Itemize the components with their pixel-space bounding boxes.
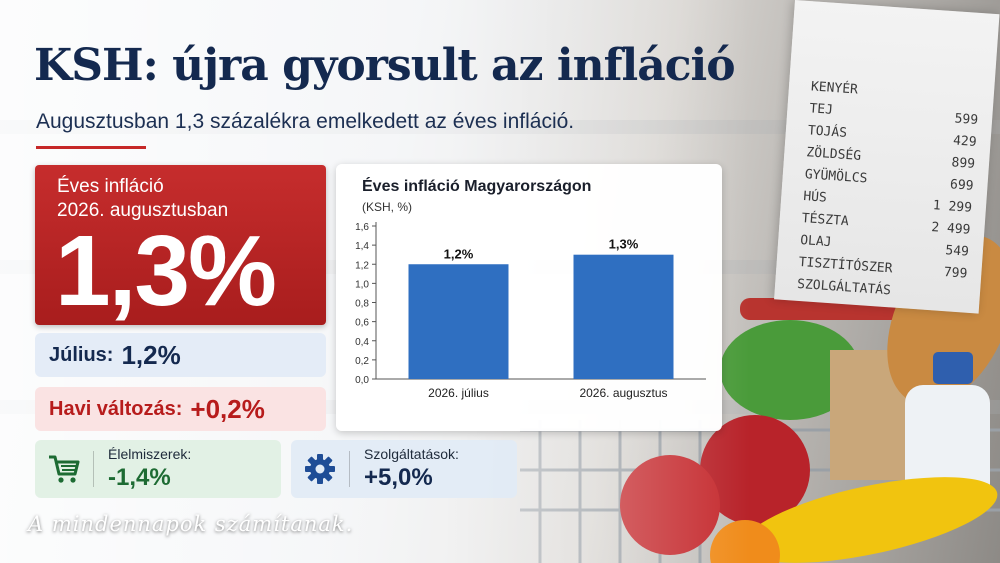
receipt-item: SZOLGÁLTATÁS: [796, 276, 892, 299]
page-subtitle: Augusztusban 1,3 százalékra emelkedett a…: [36, 110, 575, 133]
monthly-change-value: +0,2%: [190, 393, 265, 424]
y-tick-label: 0,0: [355, 375, 369, 386]
headline-label-line2: 2026. augusztusban: [57, 200, 229, 221]
gear-icon: [291, 440, 349, 498]
bar-data-label: 1,2%: [444, 246, 474, 261]
services-card: Szolgáltatások: +5,0%: [291, 440, 517, 498]
receipt-price: 599: [954, 111, 979, 129]
july-label: Július:: [49, 343, 114, 366]
x-tick-label: 2026. augusztus: [579, 386, 667, 400]
y-tick-label: 0,4: [355, 337, 369, 348]
receipt-item: TOJÁS: [807, 123, 848, 141]
tagline: A mindennapok számítanak.: [28, 512, 354, 536]
page-title: KSH: újra gyorsult az infláció: [34, 40, 736, 91]
y-tick-label: 0,2: [355, 356, 369, 367]
headline-label: Éves infláció 2026. augusztusban: [57, 175, 228, 223]
receipt-item: GYÜMÖLCS: [804, 167, 868, 187]
divider: [349, 451, 350, 487]
services-value: +5,0%: [364, 464, 433, 491]
monthly-change-label: Havi változás:: [49, 397, 183, 420]
bar: [408, 264, 509, 379]
receipt-price: 1 299: [932, 198, 973, 216]
receipt-item: HÚS: [802, 189, 828, 206]
receipt-price: 549: [944, 243, 970, 260]
food-card: Élelmiszerek: -1,4%: [35, 440, 281, 498]
monthly-change-pill: Havi változás: +0,2%: [35, 387, 326, 431]
y-tick-label: 1,0: [355, 279, 369, 290]
receipt-item: KENYÉR: [810, 79, 859, 98]
headline-value: 1,3%: [55, 215, 277, 327]
receipt-price: 699: [949, 177, 974, 194]
y-tick-label: 1,2: [355, 260, 369, 271]
y-tick-label: 1,6: [355, 222, 369, 233]
receipt-price: 429: [952, 133, 978, 150]
shopping-cart-icon: [35, 440, 93, 498]
bar: [573, 254, 674, 379]
services-label: Szolgáltatások:: [364, 446, 459, 462]
chart-subtitle: (KSH, %): [362, 200, 413, 214]
headline-inflation-card: Éves infláció 2026. augusztusban 1,3%: [35, 165, 326, 325]
receipt-price: 799: [943, 265, 968, 282]
receipt-price: 2 499: [930, 220, 971, 238]
receipt-item: TISZTÍTÓSZER: [798, 254, 893, 277]
bar-data-label: 1,3%: [609, 237, 639, 252]
food-value: -1,4%: [108, 464, 171, 491]
july-inflation-pill: Július: 1,2%: [35, 333, 326, 377]
food-label: Élelmiszerek:: [108, 446, 192, 462]
divider: [93, 451, 94, 487]
bar-chart: 0,0 0,2 0,4 0,6 0,8 1,0 1,2 1,4 1,6 1,2% 2026. júl…: [355, 222, 706, 400]
y-tick-label: 0,6: [355, 318, 369, 329]
chart-title: Éves infláció Magyarországon: [362, 178, 592, 195]
x-tick-label: 2026. július: [428, 386, 489, 400]
inflation-chart-card: Éves infláció Magyarországon (KSH, %) 0,…: [336, 164, 722, 431]
july-value: 1,2%: [121, 339, 181, 370]
receipt-item: TÉSZTA: [801, 211, 850, 230]
receipt: KENYÉR TEJ 599 TOJÁS 429 ZÖLDSÉG 899 GYÜ…: [774, 0, 1000, 314]
receipt-item: TEJ: [808, 101, 834, 118]
receipt-item: ZÖLDSÉG: [805, 145, 862, 164]
headline-label-line1: Éves infláció: [57, 176, 164, 197]
y-tick-label: 0,8: [355, 299, 369, 310]
y-tick-label: 1,4: [355, 241, 369, 252]
title-accent-line: [36, 146, 146, 149]
receipt-price: 899: [951, 155, 976, 172]
receipt-item: OLAJ: [799, 232, 832, 251]
